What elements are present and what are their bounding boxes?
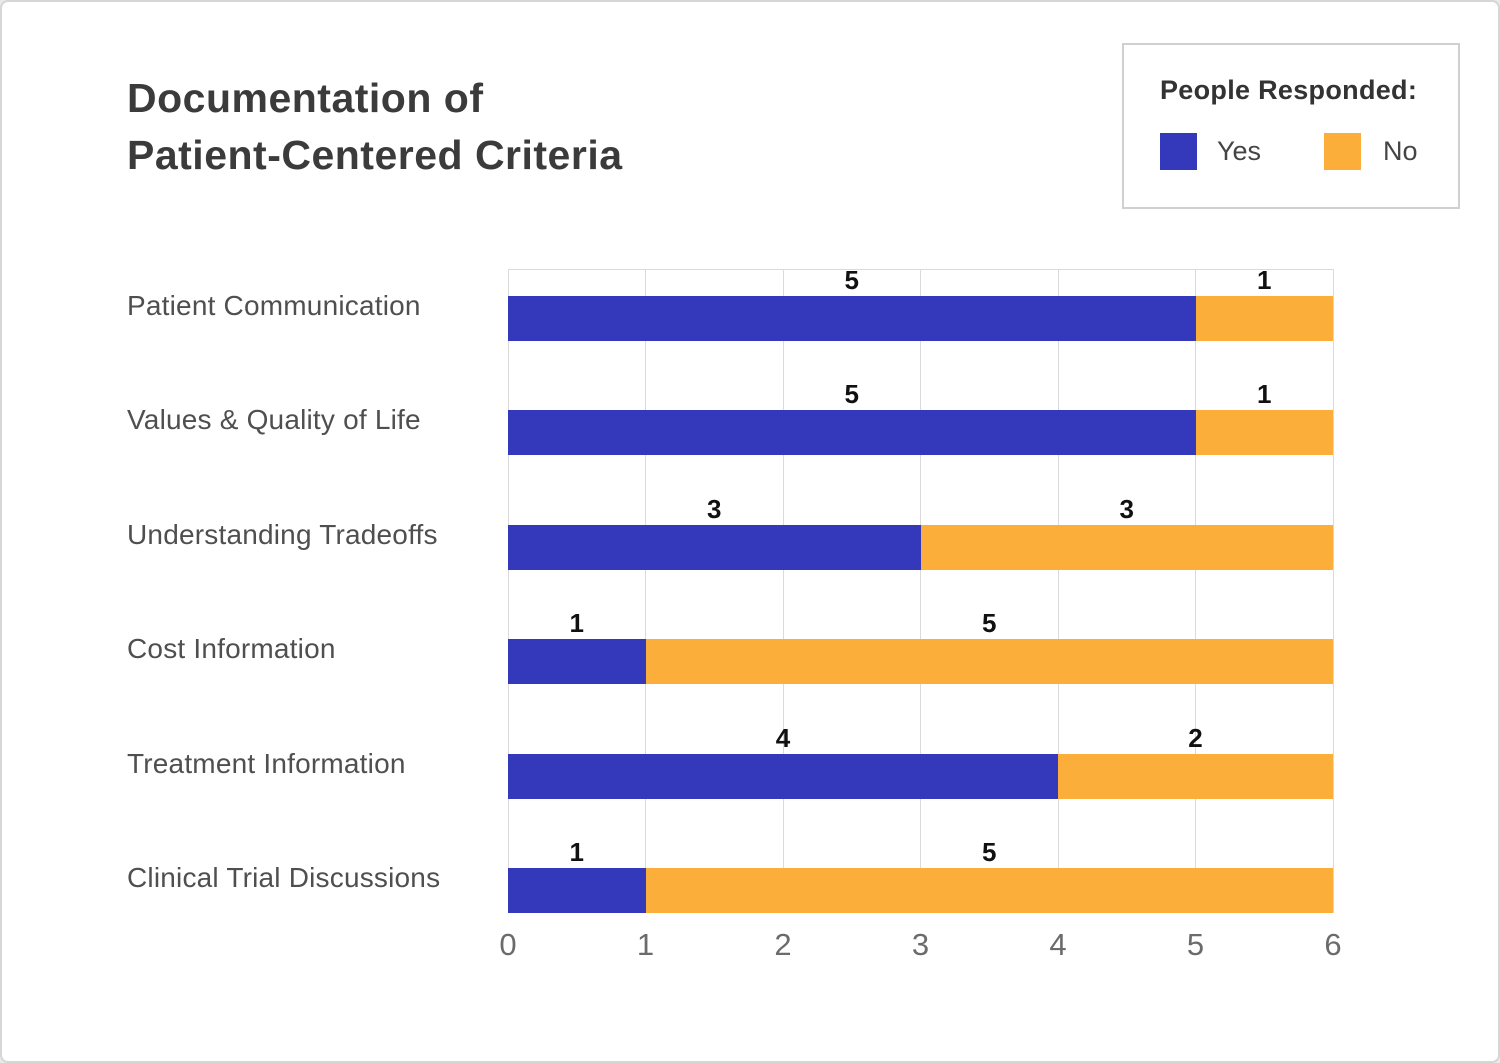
bar-segment-yes (508, 296, 1196, 341)
category-label: Understanding Tradeoffs (127, 518, 438, 550)
value-label: 5 (844, 265, 859, 295)
bar-segment-yes (508, 524, 921, 570)
value-label: 1 (569, 608, 584, 639)
legend-title: People Responded: (1160, 75, 1418, 105)
value-label: 5 (844, 379, 859, 410)
bar-segment-no (1195, 410, 1333, 456)
category-label: Treatment Information (127, 747, 406, 779)
value-label: 5 (982, 608, 997, 639)
bar-segment-yes (508, 410, 1196, 456)
category-label: Values & Quality of Life (127, 404, 421, 436)
x-axis-tick-label: 2 (774, 927, 792, 962)
value-label: 1 (569, 837, 584, 867)
bar-segment-no (1195, 296, 1333, 341)
value-label: 3 (707, 493, 722, 524)
bar-segment-yes (508, 639, 646, 685)
value-label: 5 (982, 837, 997, 867)
legend-items: Yes No (1124, 133, 1458, 173)
x-axis-tick-label: 5 (1186, 927, 1205, 962)
bar-segment-yes (508, 868, 646, 913)
x-axis-tick-label: 0 (499, 927, 517, 962)
bar-segment-no (920, 524, 1333, 570)
x-axis-tick-label: 3 (911, 927, 930, 962)
value-label: 2 (1188, 722, 1203, 753)
value-label: 3 (1119, 493, 1134, 524)
legend-swatch-no (1324, 133, 1361, 170)
vertical-gridline (782, 269, 784, 913)
chart-title-line2: Patient-Centered Criteria (127, 132, 623, 178)
value-label: 1 (1257, 265, 1272, 295)
value-label: 4 (775, 722, 791, 753)
x-axis-tick-label: 4 (1049, 927, 1067, 962)
legend-box: People Responded: Yes No (1122, 43, 1460, 209)
legend-label-no: No (1383, 136, 1418, 166)
vertical-gridline (507, 269, 509, 913)
chart-title-line1: Documentation of (127, 75, 484, 121)
x-axis-tick-label: 1 (636, 927, 655, 962)
bar-segment-no (645, 868, 1333, 913)
category-label: Clinical Trial Discussions (127, 862, 441, 893)
category-label: Patient Communication (127, 290, 421, 321)
vertical-gridline (1057, 269, 1059, 913)
bar-segment-yes (508, 753, 1058, 799)
legend-swatch-yes (1160, 133, 1197, 170)
x-axis-tick-label: 6 (1324, 927, 1342, 962)
chart-plot: Patient Communication 5 1 Values & Quality … (127, 265, 1342, 962)
legend-label-yes: Yes (1217, 136, 1262, 166)
vertical-gridline (1332, 269, 1334, 913)
category-label: Cost Information (127, 633, 336, 665)
vertical-gridline (1195, 269, 1196, 913)
bar-segment-no (645, 639, 1333, 685)
vertical-gridline (645, 269, 646, 913)
bar-segment-no (1058, 753, 1333, 799)
vertical-gridline (920, 269, 921, 913)
value-label: 1 (1257, 379, 1272, 410)
plot-top-border (508, 269, 1333, 270)
chart-title: Documentation of Patient-Centered Criteri… (127, 70, 623, 184)
